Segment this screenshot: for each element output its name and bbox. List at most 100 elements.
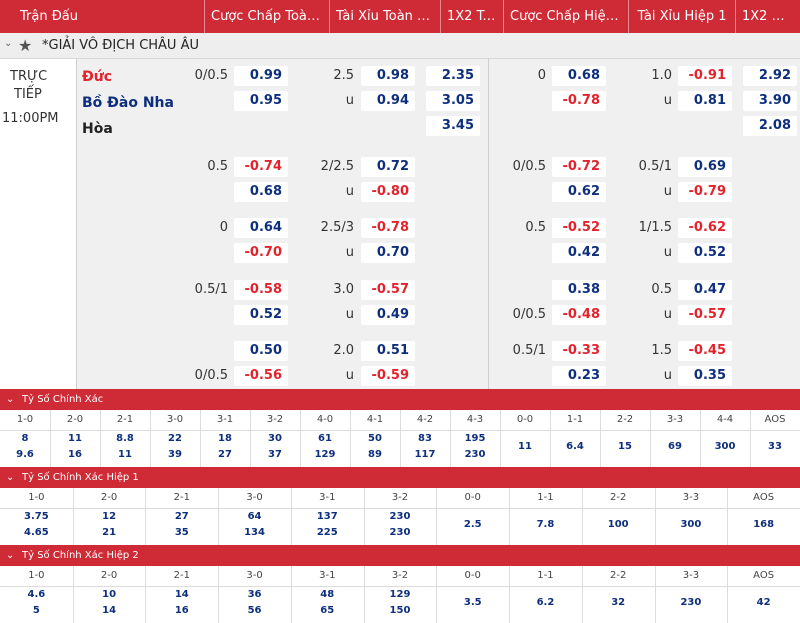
- odds-cell[interactable]: -0.56: [234, 366, 288, 386]
- score-odds[interactable]: 6.4: [566, 441, 584, 452]
- odds-cell[interactable]: 0.52: [678, 243, 732, 263]
- collapse-icon[interactable]: ⌄: [6, 394, 15, 405]
- score-odds[interactable]: 27: [218, 449, 232, 460]
- score-odds[interactable]: 16: [174, 605, 189, 616]
- star-icon[interactable]: ★: [18, 36, 33, 55]
- odds-1x2-cell[interactable]: 3.90: [743, 91, 797, 111]
- score-odds[interactable]: 27: [174, 511, 189, 522]
- score-odds[interactable]: 230: [389, 511, 411, 522]
- score-odds[interactable]: 33: [768, 441, 782, 452]
- odds-1x2-cell[interactable]: 3.45: [426, 116, 480, 136]
- cs2-section-header[interactable]: ⌄ Tỷ Số Chính Xác Hiệp 2: [0, 545, 800, 566]
- odds-cell[interactable]: 0.69: [678, 157, 732, 177]
- odds-cell[interactable]: 0.99: [234, 66, 288, 86]
- odds-cell[interactable]: 0.42: [552, 243, 606, 263]
- score-odds[interactable]: 14: [102, 605, 117, 616]
- score-odds[interactable]: 195: [464, 433, 486, 444]
- score-odds[interactable]: 168: [753, 519, 775, 530]
- score-odds[interactable]: 30: [268, 433, 282, 444]
- score-odds[interactable]: 4.65: [24, 527, 49, 538]
- score-odds[interactable]: 6.2: [536, 597, 555, 608]
- odds-cell[interactable]: -0.91: [678, 66, 732, 86]
- odds-cell[interactable]: -0.33: [552, 341, 606, 361]
- score-odds[interactable]: 7.8: [536, 519, 555, 530]
- home-team[interactable]: Đức: [82, 69, 112, 85]
- cs1-section-header[interactable]: ⌄ Tỷ Số Chính Xác Hiệp 1: [0, 467, 800, 488]
- odds-cell[interactable]: -0.80: [361, 182, 415, 202]
- score-odds[interactable]: 22: [168, 433, 182, 444]
- cs-section-header[interactable]: ⌄ Tỷ Số Chính Xác: [0, 389, 800, 410]
- col-1x2-h1[interactable]: 1X2 Hiệp 1: [742, 9, 800, 24]
- odds-cell[interactable]: 0.70: [361, 243, 415, 263]
- score-odds[interactable]: 11: [68, 433, 82, 444]
- score-odds[interactable]: 300: [714, 441, 736, 452]
- odds-cell[interactable]: -0.59: [361, 366, 415, 386]
- score-odds[interactable]: 11: [118, 449, 132, 460]
- odds-cell[interactable]: -0.62: [678, 218, 732, 238]
- score-odds[interactable]: 100: [607, 519, 629, 530]
- odds-cell[interactable]: 0.81: [678, 91, 732, 111]
- score-odds[interactable]: 14: [174, 589, 189, 600]
- odds-cell[interactable]: -0.45: [678, 341, 732, 361]
- odds-cell[interactable]: -0.74: [234, 157, 288, 177]
- odds-1x2-cell[interactable]: 3.05: [426, 91, 480, 111]
- score-odds[interactable]: 48: [320, 589, 335, 600]
- score-odds[interactable]: 18: [218, 433, 232, 444]
- score-odds[interactable]: 10: [102, 589, 117, 600]
- odds-cell[interactable]: 0.64: [234, 218, 288, 238]
- odds-cell[interactable]: 0.51: [361, 341, 415, 361]
- score-odds[interactable]: 32: [611, 597, 626, 608]
- odds-cell[interactable]: 0.95: [234, 91, 288, 111]
- score-odds[interactable]: 300: [680, 519, 702, 530]
- score-odds[interactable]: 134: [244, 527, 265, 538]
- score-odds[interactable]: 35: [174, 527, 189, 538]
- score-odds[interactable]: 129: [314, 449, 336, 460]
- score-odds[interactable]: 230: [389, 527, 411, 538]
- score-odds[interactable]: 65: [320, 605, 335, 616]
- odds-cell[interactable]: 0.50: [234, 341, 288, 361]
- score-odds[interactable]: 61: [318, 433, 332, 444]
- score-odds[interactable]: 64: [247, 511, 262, 522]
- odds-cell[interactable]: 0.68: [552, 66, 606, 86]
- score-odds[interactable]: 5: [32, 605, 40, 616]
- col-1x2-ft[interactable]: 1X2 Toàn Trận: [447, 9, 503, 24]
- score-odds[interactable]: 3.5: [463, 597, 482, 608]
- odds-cell[interactable]: -0.72: [552, 157, 606, 177]
- collapse-icon[interactable]: ⌄: [6, 550, 15, 561]
- odds-1x2-cell[interactable]: 2.92: [743, 66, 797, 86]
- score-odds[interactable]: 12: [102, 511, 117, 522]
- collapse-icon[interactable]: ⌄: [4, 38, 13, 49]
- odds-cell[interactable]: 0.47: [678, 280, 732, 300]
- odds-cell[interactable]: 0.23: [552, 366, 606, 386]
- odds-cell[interactable]: -0.48: [552, 305, 606, 325]
- score-odds[interactable]: 2.5: [463, 519, 482, 530]
- away-team[interactable]: Bồ Đào Nha: [82, 95, 174, 111]
- col-ou-h1[interactable]: Tài Xỉu Hiệp 1: [637, 9, 727, 24]
- score-odds[interactable]: 56: [247, 605, 262, 616]
- score-odds[interactable]: 4.6: [27, 589, 46, 600]
- odds-1x2-cell[interactable]: 2.08: [743, 116, 797, 136]
- score-odds[interactable]: 83: [418, 433, 432, 444]
- score-odds[interactable]: 21: [102, 527, 117, 538]
- score-odds[interactable]: 37: [268, 449, 282, 460]
- score-odds[interactable]: 69: [668, 441, 682, 452]
- odds-cell[interactable]: -0.52: [552, 218, 606, 238]
- odds-cell[interactable]: 0.68: [234, 182, 288, 202]
- odds-cell[interactable]: -0.57: [678, 305, 732, 325]
- score-odds[interactable]: 150: [389, 605, 411, 616]
- odds-cell[interactable]: -0.70: [234, 243, 288, 263]
- score-odds[interactable]: 16: [68, 449, 82, 460]
- score-odds[interactable]: 230: [464, 449, 486, 460]
- score-odds[interactable]: 8.8: [116, 433, 134, 444]
- odds-cell[interactable]: 0.49: [361, 305, 415, 325]
- odds-cell[interactable]: 0.52: [234, 305, 288, 325]
- col-handicap-h1[interactable]: Cược Chấp Hiệp 1: [510, 9, 627, 24]
- score-odds[interactable]: 225: [316, 527, 338, 538]
- score-odds[interactable]: 15: [618, 441, 632, 452]
- odds-cell[interactable]: -0.78: [552, 91, 606, 111]
- odds-cell[interactable]: 0.98: [361, 66, 415, 86]
- score-odds[interactable]: 117: [414, 449, 436, 460]
- odds-cell[interactable]: 0.35: [678, 366, 732, 386]
- odds-1x2-cell[interactable]: 2.35: [426, 66, 480, 86]
- score-odds[interactable]: 11: [518, 441, 532, 452]
